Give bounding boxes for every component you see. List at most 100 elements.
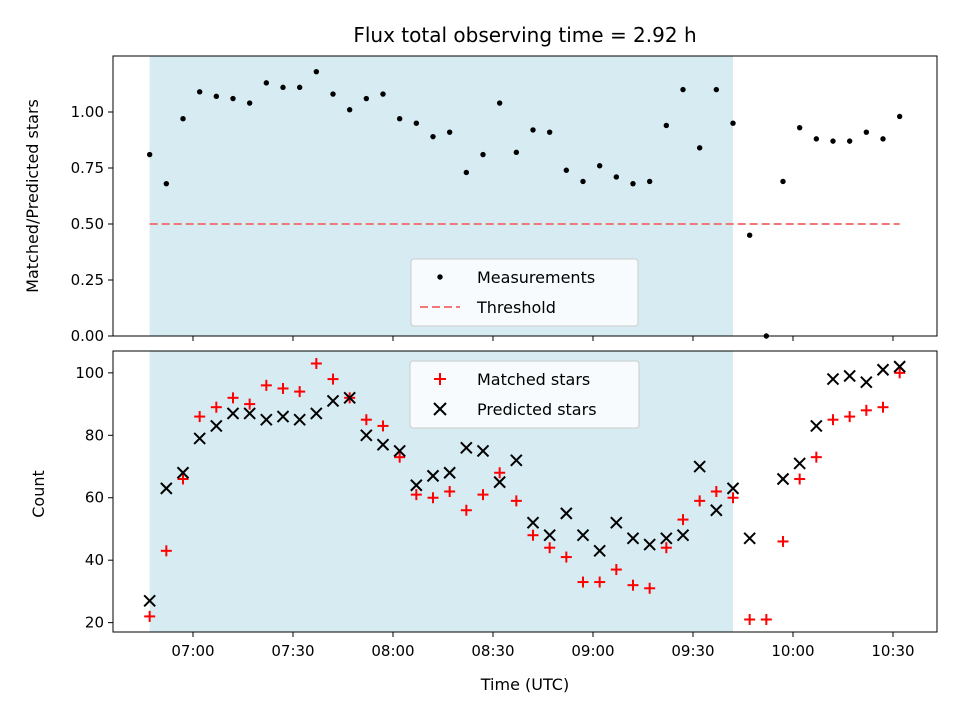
- top-legend-box: [410, 258, 639, 327]
- predicted-star-point: [793, 457, 806, 470]
- predicted-star-point: [260, 413, 273, 426]
- predicted-star-point: [293, 413, 306, 426]
- measurement-point: [613, 174, 620, 180]
- matched-star-point: [210, 401, 222, 413]
- measurement-point: [430, 133, 436, 140]
- measurement-point: [513, 149, 520, 156]
- measurement-point: [663, 122, 670, 129]
- measurement-point: [180, 116, 186, 122]
- matched-star-point: [677, 514, 689, 526]
- matched-star-point: [260, 379, 272, 391]
- bottom-y-axis-label: Count: [29, 470, 48, 518]
- predicted-star-point: [410, 479, 423, 492]
- legend-measurements-label: Measurements: [477, 268, 595, 287]
- predicted-star-point: [210, 419, 223, 433]
- predicted-star-point: [343, 391, 356, 405]
- top-x-ticks: [192, 336, 894, 341]
- measurement-point: [330, 91, 336, 97]
- predicted-stars-points: [143, 360, 906, 607]
- matched-star-point: [294, 386, 306, 398]
- legend-matched-marker: [434, 373, 446, 385]
- measurement-point: [213, 93, 220, 100]
- matched-star-point: [310, 357, 322, 369]
- matched-star-point: [360, 414, 372, 426]
- predicted-star-point: [643, 538, 656, 551]
- predicted-star-point: [776, 472, 790, 486]
- measurement-point: [346, 107, 353, 113]
- matched-star-point: [477, 489, 489, 501]
- legend-predicted-marker: [433, 402, 447, 416]
- measurement-point: [380, 91, 386, 97]
- predicted-star-point: [660, 532, 673, 545]
- predicted-star-point: [693, 460, 706, 473]
- matched-star-point: [394, 451, 406, 463]
- matched-star-point: [860, 404, 872, 416]
- matched-star-point: [877, 401, 889, 413]
- matched-star-point: [760, 614, 772, 626]
- predicted-star-point: [843, 369, 856, 383]
- top-y-tick-label: 0.75: [71, 159, 104, 177]
- x-tick-label: 09:00: [571, 642, 614, 660]
- measurement-point: [813, 136, 820, 142]
- predicted-star-point: [526, 516, 540, 529]
- matched-star-point: [727, 492, 739, 504]
- measurement-point: [713, 86, 720, 93]
- measurement-point: [496, 100, 503, 106]
- predicted-star-point: [610, 516, 623, 529]
- predicted-star-point: [160, 482, 173, 495]
- predicted-star-point: [676, 529, 690, 542]
- measurement-point: [730, 120, 736, 126]
- legend-predicted-label: Predicted stars: [477, 400, 597, 419]
- chart-title: Flux total observing time = 2.92 h: [353, 23, 696, 47]
- measurement-point: [546, 129, 553, 135]
- matched-star-point: [244, 398, 256, 410]
- predicted-star-point: [560, 507, 573, 520]
- matched-stars-points: [144, 357, 906, 626]
- measurement-point: [563, 167, 570, 173]
- x-tick-label: 09:30: [671, 642, 714, 660]
- x-tick-label: 10:00: [771, 642, 814, 660]
- measurement-point: [796, 124, 803, 131]
- top-y-ticks: 0.00 0.25 0.50 0.75 1.00: [71, 103, 113, 345]
- matched-star-point: [227, 392, 239, 404]
- matched-star-point: [627, 579, 639, 591]
- measurement-point: [596, 163, 603, 169]
- matched-star-point: [710, 486, 722, 497]
- predicted-star-point: [810, 419, 823, 433]
- matched-star-point: [844, 411, 856, 423]
- predicted-star-point: [893, 360, 906, 373]
- measurement-point: [163, 180, 170, 187]
- measurement-point: [630, 180, 636, 187]
- matched-star-point: [827, 414, 839, 426]
- matched-star-point: [494, 467, 506, 479]
- predicted-star-point: [460, 441, 473, 454]
- predicted-star-point: [376, 438, 390, 451]
- measurement-point: [863, 129, 870, 135]
- matched-star-point: [894, 367, 906, 379]
- bottom-y-tick-label: 40: [85, 551, 104, 569]
- bottom-panel: 20 40 60 80 100 07:00 07:30 08:00 08:30 09:00 09:…: [29, 350, 938, 694]
- measurement-point: [646, 178, 653, 185]
- bottom-y-tick-label: 60: [85, 489, 104, 507]
- predicted-star-point: [443, 466, 456, 479]
- predicted-star-point: [543, 529, 556, 542]
- predicted-star-point: [243, 407, 256, 420]
- predicted-star-point: [726, 482, 740, 495]
- legend-measurements-marker: [437, 274, 443, 280]
- measurement-point: [480, 151, 486, 158]
- matched-star-point: [560, 551, 572, 563]
- matched-star-point: [644, 582, 656, 594]
- predicted-star-point: [510, 454, 523, 467]
- predicted-star-point: [176, 466, 190, 479]
- measurement-point: [696, 145, 703, 151]
- matched-star-point: [277, 382, 289, 394]
- top-y-tick-label: 0.50: [71, 215, 104, 233]
- predicted-star-point: [626, 532, 640, 545]
- legend-threshold-label: Threshold: [476, 298, 556, 317]
- matched-star-point: [327, 373, 339, 385]
- predicted-star-point: [710, 504, 723, 517]
- measurement-point: [896, 113, 903, 120]
- predicted-star-point: [393, 444, 406, 458]
- predicted-star-point: [143, 594, 156, 607]
